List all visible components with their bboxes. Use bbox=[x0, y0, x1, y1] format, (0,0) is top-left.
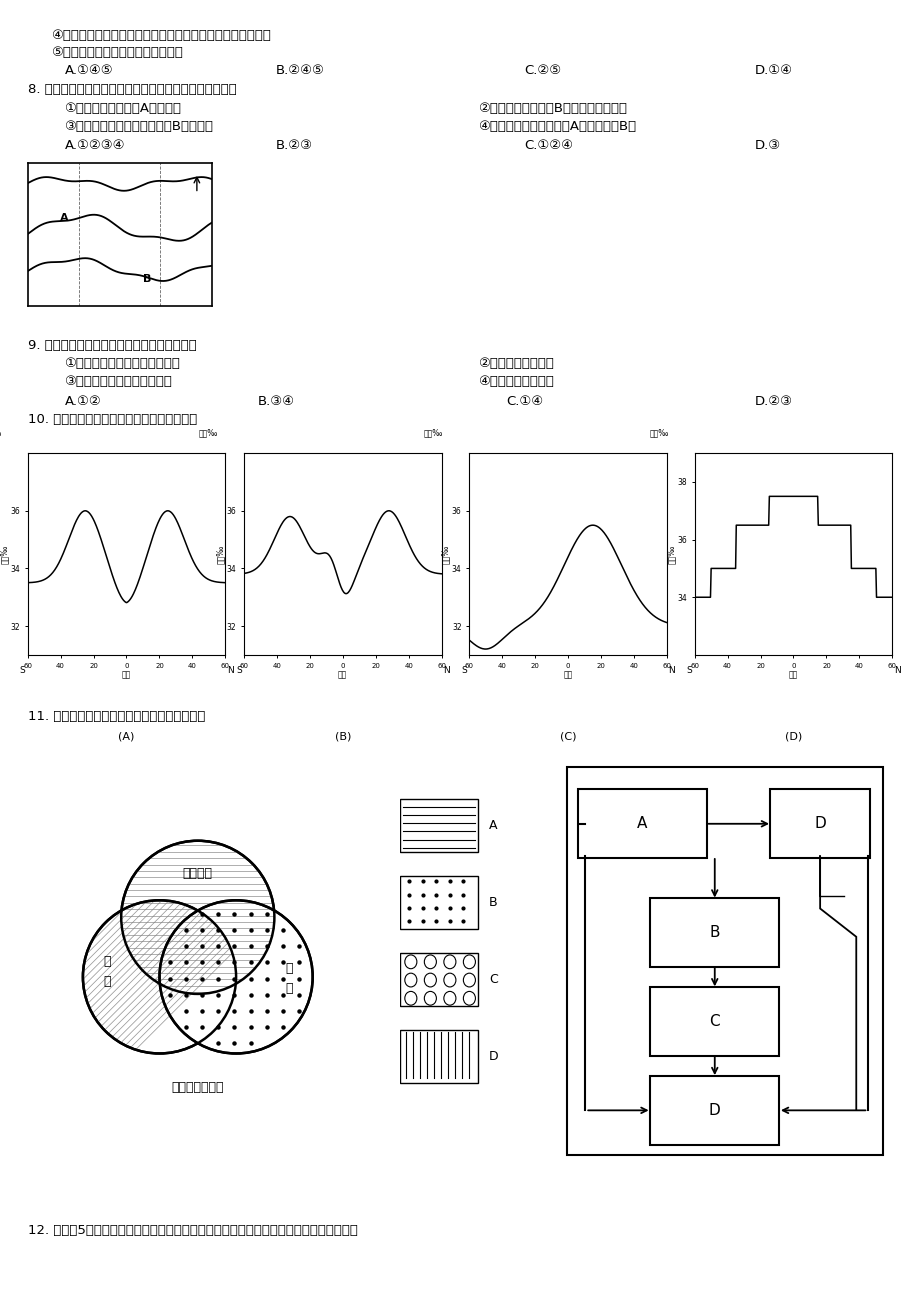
Text: N: N bbox=[893, 665, 900, 674]
Text: (C): (C) bbox=[560, 732, 575, 742]
Text: 自然环境: 自然环境 bbox=[183, 867, 212, 880]
Text: D.①④: D.①④ bbox=[754, 64, 791, 77]
Text: C.①④: C.①④ bbox=[505, 395, 542, 408]
X-axis label: 纬度: 纬度 bbox=[562, 671, 573, 678]
Text: (A): (A) bbox=[119, 732, 134, 742]
FancyBboxPatch shape bbox=[650, 987, 778, 1056]
Text: D: D bbox=[488, 1049, 498, 1062]
Text: ⑤各要素对环境的影响作用是相同的: ⑤各要素对环境的影响作用是相同的 bbox=[51, 46, 182, 59]
Text: S: S bbox=[686, 665, 692, 674]
X-axis label: 纬度: 纬度 bbox=[121, 671, 131, 678]
Text: 盐度‰: 盐度‰ bbox=[649, 428, 668, 437]
Text: ①两极地区出现极昼，极夜现象: ①两极地区出现极昼，极夜现象 bbox=[64, 357, 180, 370]
Text: 能: 能 bbox=[285, 962, 292, 975]
Text: D.②③: D.②③ bbox=[754, 395, 791, 408]
Text: C: C bbox=[709, 1014, 720, 1029]
X-axis label: 纬度: 纬度 bbox=[337, 671, 347, 678]
Text: B: B bbox=[488, 896, 497, 909]
Text: D: D bbox=[709, 1103, 720, 1118]
FancyBboxPatch shape bbox=[577, 789, 707, 858]
Text: 盐度‰: 盐度‰ bbox=[0, 428, 2, 437]
FancyBboxPatch shape bbox=[769, 789, 868, 858]
Circle shape bbox=[121, 841, 274, 993]
Text: S: S bbox=[461, 665, 467, 674]
Text: ①如果是等压线图，A线为脊线: ①如果是等压线图，A线为脊线 bbox=[64, 102, 181, 115]
Text: 盐度‰: 盐度‰ bbox=[199, 428, 218, 437]
Y-axis label: 盐度‰: 盐度‰ bbox=[441, 544, 450, 564]
Text: C: C bbox=[488, 973, 497, 986]
FancyBboxPatch shape bbox=[400, 1030, 478, 1082]
Circle shape bbox=[83, 900, 236, 1053]
Text: B.②③: B.②③ bbox=[276, 139, 312, 152]
Text: N: N bbox=[227, 665, 233, 674]
Text: B: B bbox=[142, 275, 152, 284]
Text: A.①④⑤: A.①④⑤ bbox=[64, 64, 113, 77]
Text: 9. 下列现象的产生，可能与太阳活动有关的是: 9. 下列现象的产生，可能与太阳活动有关的是 bbox=[28, 339, 196, 352]
Text: C.②⑤: C.②⑤ bbox=[524, 64, 561, 77]
Text: ④某一要素的变化，会导致其他要素甚至整个环境状态的变化: ④某一要素的变化，会导致其他要素甚至整个环境状态的变化 bbox=[51, 29, 270, 42]
Text: 盐度‰: 盐度‰ bbox=[424, 428, 443, 437]
Text: A.①②: A.①② bbox=[64, 395, 101, 408]
Text: ③航海过程中指南针突然失灵: ③航海过程中指南针突然失灵 bbox=[64, 375, 172, 388]
Text: N: N bbox=[443, 665, 449, 674]
FancyBboxPatch shape bbox=[650, 898, 778, 967]
Text: D: D bbox=[813, 816, 825, 831]
Text: 11. 读图，指出其中符合自然资源概念的图例是: 11. 读图，指出其中符合自然资源概念的图例是 bbox=[28, 710, 205, 723]
Text: ④如果是等降水量线图，A地降水多于B地: ④如果是等降水量线图，A地降水多于B地 bbox=[478, 120, 636, 133]
Y-axis label: 盐度‰: 盐度‰ bbox=[216, 544, 225, 564]
Text: C.①②④: C.①②④ bbox=[524, 139, 573, 152]
Text: A.①②③④: A.①②③④ bbox=[64, 139, 125, 152]
Text: 10. 正确反映海洋表面平均盐度分布规律的是: 10. 正确反映海洋表面平均盐度分布规律的是 bbox=[28, 413, 197, 426]
Text: 用于生产和生活: 用于生产和生活 bbox=[171, 1081, 224, 1094]
Text: B.③④: B.③④ bbox=[257, 395, 294, 408]
Text: S: S bbox=[19, 665, 26, 674]
Text: ③如果是海洋表面等温线图，B线为暖流: ③如果是海洋表面等温线图，B线为暖流 bbox=[64, 120, 213, 133]
Text: A: A bbox=[60, 214, 69, 223]
Text: 物: 物 bbox=[103, 975, 110, 988]
Text: (B): (B) bbox=[335, 732, 350, 742]
Text: ②各地不同的地方时: ②各地不同的地方时 bbox=[478, 357, 553, 370]
Text: ②如果是等高线图，B线经过区域为山谷: ②如果是等高线图，B线经过区域为山谷 bbox=[478, 102, 627, 115]
Text: B.②④⑤: B.②④⑤ bbox=[276, 64, 324, 77]
Text: A: A bbox=[488, 819, 497, 832]
FancyBboxPatch shape bbox=[400, 876, 478, 928]
Text: 质: 质 bbox=[103, 956, 110, 969]
Text: 12. 下图是5种外力作用相互联系图，图中字母所表示的外力作用中，表示三角洲成因的是: 12. 下图是5种外力作用相互联系图，图中字母所表示的外力作用中，表示三角洲成因… bbox=[28, 1224, 357, 1237]
FancyBboxPatch shape bbox=[400, 799, 478, 852]
Text: A: A bbox=[637, 816, 647, 831]
Y-axis label: 盐度‰: 盐度‰ bbox=[0, 544, 9, 564]
Text: (D): (D) bbox=[784, 732, 801, 742]
Circle shape bbox=[159, 900, 312, 1053]
Text: B: B bbox=[709, 926, 720, 940]
Text: 8. 右图中各等値线的値自北向南递减，下列说法正确的是: 8. 右图中各等値线的値自北向南递减，下列说法正确的是 bbox=[28, 83, 236, 96]
Text: D.③: D.③ bbox=[754, 139, 779, 152]
FancyBboxPatch shape bbox=[400, 953, 478, 1005]
Y-axis label: 盐度‰: 盐度‰ bbox=[666, 544, 675, 564]
X-axis label: 纬度: 纬度 bbox=[788, 671, 798, 678]
FancyBboxPatch shape bbox=[567, 767, 882, 1155]
FancyBboxPatch shape bbox=[650, 1075, 778, 1144]
Text: ④地球上气候的变化: ④地球上气候的变化 bbox=[478, 375, 553, 388]
Text: 量: 量 bbox=[285, 982, 292, 995]
Text: N: N bbox=[668, 665, 675, 674]
Text: S: S bbox=[235, 665, 242, 674]
